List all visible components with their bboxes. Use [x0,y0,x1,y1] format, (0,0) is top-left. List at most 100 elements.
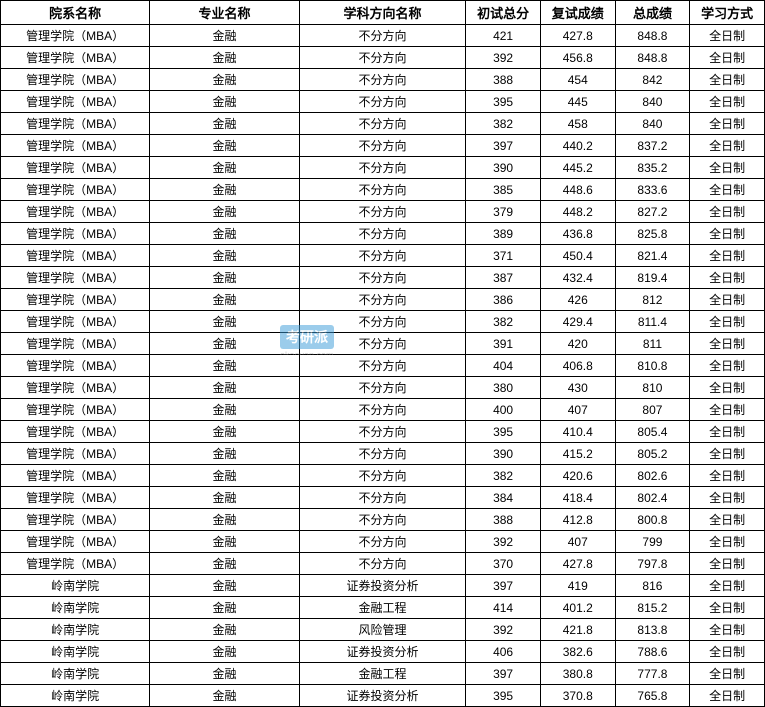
table-cell: 金融 [150,575,299,597]
table-cell: 802.6 [615,465,690,487]
table-cell: 395 [466,685,541,707]
table-cell: 不分方向 [299,179,466,201]
table-row: 管理学院（MBA）金融不分方向400407807全日制 [1,399,765,421]
table-row: 岭南学院金融证券投资分析406382.6788.6全日制 [1,641,765,663]
table-row: 管理学院（MBA）金融不分方向387432.4819.4全日制 [1,267,765,289]
table-cell: 全日制 [690,641,765,663]
table-cell: 407 [540,399,615,421]
table-cell: 管理学院（MBA） [1,399,150,421]
table-cell: 金融 [150,69,299,91]
table-cell: 金融 [150,47,299,69]
table-cell: 不分方向 [299,311,466,333]
table-cell: 380.8 [540,663,615,685]
table-cell: 金融 [150,663,299,685]
table-cell: 金融 [150,465,299,487]
table-cell: 397 [466,663,541,685]
table-row: 管理学院（MBA）金融不分方向389436.8825.8全日制 [1,223,765,245]
table-cell: 全日制 [690,135,765,157]
table-cell: 全日制 [690,47,765,69]
table-cell: 岭南学院 [1,575,150,597]
table-cell: 400 [466,399,541,421]
table-cell: 金融 [150,333,299,355]
table-row: 管理学院（MBA）金融不分方向392407799全日制 [1,531,765,553]
table-cell: 450.4 [540,245,615,267]
table-cell: 821.4 [615,245,690,267]
table-cell: 金融 [150,421,299,443]
header-cell: 院系名称 [1,1,150,25]
table-cell: 金融 [150,641,299,663]
table-body: 管理学院（MBA）金融不分方向421427.8848.8全日制管理学院（MBA）… [1,25,765,707]
table-row: 管理学院（MBA）金融不分方向382420.6802.6全日制 [1,465,765,487]
table-row: 管理学院（MBA）金融不分方向388412.8800.8全日制 [1,509,765,531]
table-cell: 不分方向 [299,333,466,355]
table-cell: 800.8 [615,509,690,531]
table-row: 岭南学院金融证券投资分析397419816全日制 [1,575,765,597]
table-cell: 证券投资分析 [299,575,466,597]
table-cell: 427.8 [540,25,615,47]
table-cell: 382.6 [540,641,615,663]
table-cell: 370 [466,553,541,575]
table-cell: 不分方向 [299,531,466,553]
table-cell: 419 [540,575,615,597]
table-cell: 不分方向 [299,157,466,179]
table-cell: 金融 [150,531,299,553]
table-cell: 全日制 [690,487,765,509]
table-cell: 379 [466,201,541,223]
table-row: 岭南学院金融金融工程414401.2815.2全日制 [1,597,765,619]
table-cell: 管理学院（MBA） [1,267,150,289]
table-cell: 392 [466,531,541,553]
table-cell: 833.6 [615,179,690,201]
table-cell: 管理学院（MBA） [1,443,150,465]
table-cell: 全日制 [690,201,765,223]
table-cell: 管理学院（MBA） [1,465,150,487]
table-cell: 不分方向 [299,25,466,47]
table-cell: 证券投资分析 [299,641,466,663]
table-cell: 835.2 [615,157,690,179]
table-cell: 管理学院（MBA） [1,113,150,135]
table-head: 院系名称专业名称学科方向名称初试总分复试成绩总成绩学习方式 [1,1,765,25]
table-cell: 岭南学院 [1,685,150,707]
table-cell: 802.4 [615,487,690,509]
table-cell: 管理学院（MBA） [1,245,150,267]
table-cell: 管理学院（MBA） [1,333,150,355]
table-cell: 不分方向 [299,201,466,223]
table-cell: 不分方向 [299,113,466,135]
table-cell: 不分方向 [299,553,466,575]
table-cell: 不分方向 [299,443,466,465]
table-cell: 811 [615,333,690,355]
table-cell: 全日制 [690,399,765,421]
table-cell: 777.8 [615,663,690,685]
table-cell: 全日制 [690,113,765,135]
table-cell: 金融 [150,355,299,377]
table-cell: 金融 [150,25,299,47]
table-cell: 全日制 [690,355,765,377]
table-cell: 管理学院（MBA） [1,377,150,399]
table-cell: 392 [466,619,541,641]
table-cell: 全日制 [690,333,765,355]
table-row: 管理学院（MBA）金融不分方向388454842全日制 [1,69,765,91]
table-cell: 金融 [150,91,299,113]
table-cell: 不分方向 [299,509,466,531]
table-cell: 不分方向 [299,289,466,311]
table-row: 管理学院（MBA）金融不分方向370427.8797.8全日制 [1,553,765,575]
table-cell: 全日制 [690,377,765,399]
table-cell: 不分方向 [299,377,466,399]
table-cell: 金融 [150,223,299,245]
table-cell: 848.8 [615,47,690,69]
table-cell: 金融 [150,135,299,157]
table-cell: 风险管理 [299,619,466,641]
table-cell: 金融 [150,509,299,531]
table-cell: 430 [540,377,615,399]
table-cell: 432.4 [540,267,615,289]
table-cell: 456.8 [540,47,615,69]
table-cell: 管理学院（MBA） [1,69,150,91]
table-cell: 全日制 [690,597,765,619]
table-cell: 414 [466,597,541,619]
table-cell: 管理学院（MBA） [1,201,150,223]
table-cell: 420.6 [540,465,615,487]
table-row: 管理学院（MBA）金融不分方向380430810全日制 [1,377,765,399]
table-cell: 412.8 [540,509,615,531]
table-cell: 421 [466,25,541,47]
table-cell: 金融 [150,487,299,509]
table-cell: 436.8 [540,223,615,245]
